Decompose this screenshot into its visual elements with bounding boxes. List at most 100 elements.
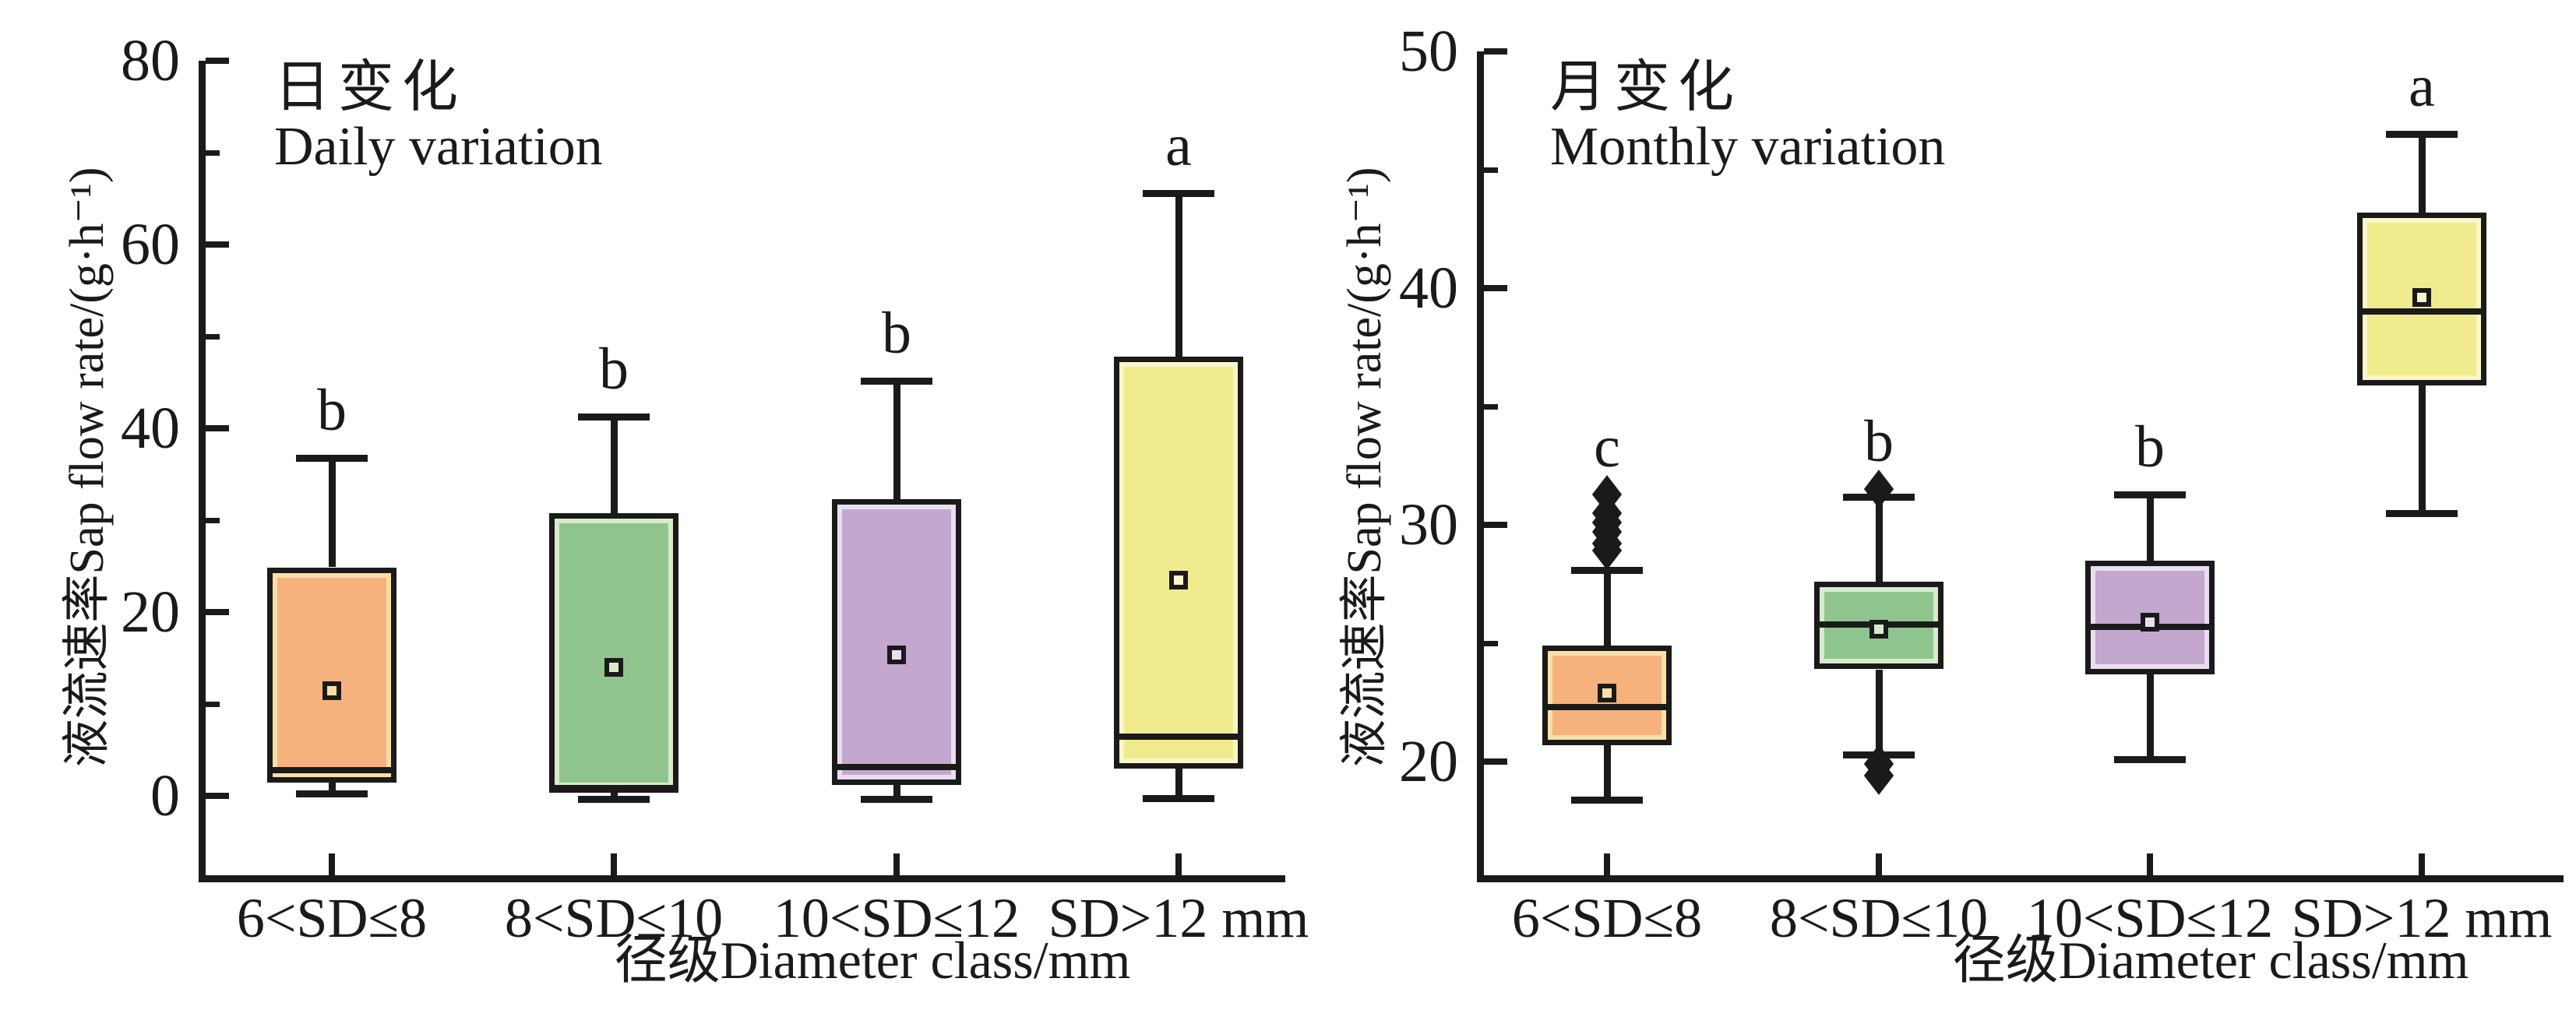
- x-tick: [2419, 853, 2425, 875]
- x-tick-label: 8<SD≤10: [504, 887, 724, 949]
- mean-marker: [2412, 288, 2431, 308]
- x-tick: [1604, 853, 1610, 875]
- lower-whisker: [1603, 744, 1611, 800]
- upper-whisker-cap: [296, 455, 368, 462]
- upper-whisker: [328, 458, 336, 568]
- lower-whisker-cap: [1571, 796, 1643, 804]
- lower-whisker-cap: [578, 796, 650, 803]
- lower-whisker: [2146, 674, 2154, 760]
- outlier-diamond: [1863, 470, 1894, 509]
- iqr-box: [2085, 560, 2215, 674]
- significance-letter: c: [1594, 413, 1620, 480]
- y-minor-tick: [206, 701, 220, 707]
- y-tick: [1484, 285, 1507, 292]
- upper-whisker-cap: [861, 377, 932, 385]
- lower-whisker-cap: [2114, 756, 2186, 764]
- x-tick-label: 6<SD≤8: [236, 887, 428, 949]
- x-tick: [1876, 853, 1882, 875]
- iqr-box: [1114, 357, 1243, 769]
- significance-letter: b: [882, 300, 911, 366]
- y-tick: [206, 793, 229, 800]
- upper-whisker-cap: [1143, 190, 1214, 197]
- mean-marker: [887, 645, 906, 664]
- upper-whisker: [1603, 569, 1611, 646]
- lower-whisker: [1175, 769, 1182, 798]
- median-line: [2363, 308, 2481, 315]
- y-tick: [1484, 48, 1507, 55]
- y-minor-tick: [206, 150, 220, 156]
- y-tick-label: 30: [1399, 492, 1458, 558]
- significance-letter: a: [2409, 54, 2435, 120]
- mean-marker: [1169, 571, 1188, 590]
- y-axis-spine: [1477, 51, 1484, 882]
- chart-title-zh: 月变化: [1550, 56, 1743, 118]
- y-tick-label: 20: [1399, 729, 1458, 795]
- lower-whisker: [893, 785, 900, 799]
- significance-letter: b: [2135, 413, 2165, 480]
- lower-whisker-cap: [2386, 509, 2458, 517]
- y-tick: [1484, 758, 1507, 765]
- chart-title-en: Daily variation: [274, 117, 603, 177]
- significance-letter: b: [317, 378, 347, 443]
- x-tick-label: 10<SD≤12: [773, 887, 1020, 949]
- y-tick: [206, 58, 229, 64]
- x-axis-label: 径级Diameter class/mm: [614, 931, 1131, 990]
- y-minor-tick: [1484, 167, 1498, 173]
- x-tick: [1175, 853, 1182, 875]
- y-tick-label: 0: [150, 763, 180, 829]
- upper-whisker-cap: [2386, 131, 2458, 139]
- x-tick-label: 8<SD≤10: [1769, 887, 1989, 949]
- median-line: [837, 763, 956, 770]
- upper-whisker-cap: [1571, 566, 1643, 574]
- upper-whisker-cap: [2114, 491, 2186, 498]
- chart-title-en: Monthly variation: [1550, 117, 1946, 177]
- lower-whisker-cap: [861, 796, 932, 803]
- median-line: [555, 784, 673, 791]
- lower-whisker-cap: [296, 790, 368, 797]
- mean-marker: [1598, 683, 1616, 702]
- y-axis-spine: [199, 61, 206, 882]
- lower-whisker-cap: [1143, 794, 1214, 802]
- x-tick: [329, 853, 335, 875]
- x-tick-label: SD>12 mm: [2291, 887, 2553, 949]
- y-tick: [1484, 522, 1507, 529]
- upper-whisker: [2146, 494, 2154, 561]
- upper-whisker: [2418, 134, 2426, 213]
- mean-marker: [322, 681, 341, 700]
- lower-whisker: [2418, 385, 2426, 513]
- median-line: [1548, 704, 1666, 711]
- chart-title-zh: 日变化: [274, 56, 467, 118]
- mean-marker: [604, 658, 623, 677]
- x-tick-label: 10<SD≤12: [2026, 887, 2274, 949]
- iqr-box: [267, 567, 396, 783]
- y-tick-label: 50: [1399, 19, 1458, 84]
- x-tick-label: 6<SD≤8: [1511, 887, 1703, 949]
- x-tick: [611, 853, 617, 875]
- y-minor-tick: [206, 517, 220, 523]
- lower-whisker: [610, 792, 618, 799]
- x-tick-label: SD>12 mm: [1048, 887, 1309, 949]
- x-axis-spine: [199, 875, 1285, 882]
- y-minor-tick: [1484, 640, 1498, 646]
- significance-letter: b: [1864, 409, 1894, 475]
- lower-whisker: [1875, 669, 1883, 755]
- y-tick: [206, 425, 229, 432]
- median-line: [273, 767, 391, 774]
- upper-whisker-cap: [578, 413, 650, 421]
- upper-whisker: [1175, 193, 1182, 357]
- significance-letter: b: [599, 336, 629, 402]
- median-line: [1119, 733, 1238, 740]
- significance-letter: a: [1165, 113, 1192, 178]
- y-tick-label: 80: [121, 28, 180, 93]
- y-minor-tick: [1484, 403, 1498, 410]
- y-tick-label: 40: [1399, 255, 1458, 322]
- x-tick: [893, 853, 900, 875]
- iqr-box: [549, 512, 678, 793]
- y-tick: [206, 241, 229, 248]
- x-axis-label: 径级Diameter class/mm: [1952, 931, 2469, 990]
- upper-whisker: [610, 416, 618, 513]
- x-axis-spine: [1477, 875, 2564, 882]
- y-minor-tick: [206, 333, 220, 340]
